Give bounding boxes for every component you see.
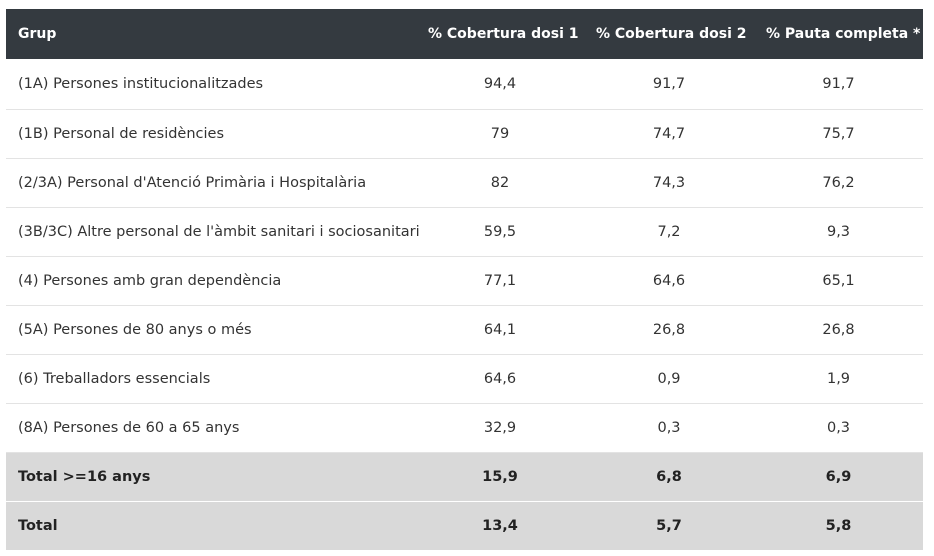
cell-full: 0,3: [826, 419, 851, 436]
cell-dose1: 94,4: [483, 75, 517, 92]
cell-group: (6) Treballadors essencials: [18, 370, 211, 387]
cell-full: 1,9: [826, 370, 851, 387]
cell-dose1: 79: [490, 125, 510, 142]
cell-full: 76,2: [822, 174, 855, 191]
cell-dose2: 0,3: [657, 419, 681, 436]
coverage-table-container: Grup % Cobertura dosi 1 % Cobertura dosi…: [6, 9, 923, 551]
cell-full: 65,1: [822, 272, 855, 289]
cell-group: (3B/3C) Altre personal de l'àmbit sanita…: [18, 223, 420, 240]
total-dose1: 15,9: [482, 468, 518, 485]
cell-group: (4) Persones amb gran dependència: [18, 272, 282, 289]
cell-full: 75,7: [822, 125, 855, 142]
header-group: Grup: [18, 26, 57, 42]
cell-dose2: 7,2: [657, 223, 681, 240]
total-label: Total: [18, 517, 58, 534]
total-dose2: 5,7: [656, 517, 682, 534]
total-dose1: 13,4: [482, 517, 518, 534]
cell-dose2: 0,9: [657, 370, 681, 387]
cell-group: (1B) Personal de residències: [18, 125, 225, 142]
cell-dose1: 64,1: [483, 321, 517, 338]
table-row: (3B/3C) Altre personal de l'àmbit sanita…: [6, 207, 923, 256]
cell-dose2: 74,3: [652, 174, 686, 191]
cell-dose1: 64,6: [483, 370, 517, 387]
cell-full: 26,8: [822, 321, 855, 338]
cell-full: 9,3: [826, 223, 851, 240]
header-row: Grup % Cobertura dosi 1 % Cobertura dosi…: [6, 9, 923, 59]
header-dose1-coverage: % Cobertura dosi 1: [428, 26, 579, 42]
cell-dose2: 26,8: [652, 321, 686, 338]
total-label: Total >=16 anys: [18, 468, 151, 485]
table-row: (5A) Persones de 80 anys o més 64,1 26,8…: [6, 305, 923, 354]
coverage-table: Grup % Cobertura dosi 1 % Cobertura dosi…: [6, 9, 923, 551]
total-row-all: Total 13,4 5,7 5,8: [6, 501, 923, 550]
cell-group: (1A) Persones institucionalitzades: [18, 75, 264, 92]
cell-dose1: 59,5: [483, 223, 517, 240]
header-dose2-coverage: % Cobertura dosi 2: [596, 26, 747, 42]
cell-group: (5A) Persones de 80 anys o més: [18, 321, 252, 338]
table-body: (1A) Persones institucionalitzades 94,4 …: [6, 59, 923, 550]
cell-group: (2/3A) Personal d'Atenció Primària i Hos…: [18, 174, 367, 191]
cell-dose1: 77,1: [483, 272, 517, 289]
table-row: (1A) Persones institucionalitzades 94,4 …: [6, 59, 923, 109]
table-row: (6) Treballadors essencials 64,6 0,9 1,9: [6, 354, 923, 403]
table-row: (4) Persones amb gran dependència 77,1 6…: [6, 256, 923, 305]
cell-dose2: 91,7: [652, 75, 686, 92]
table-row: (1B) Personal de residències 79 74,7 75,…: [6, 109, 923, 158]
total-dose2: 6,8: [656, 468, 682, 485]
cell-group: (8A) Persones de 60 a 65 anys: [18, 419, 240, 436]
cell-dose2: 64,6: [652, 272, 686, 289]
table-row: (2/3A) Personal d'Atenció Primària i Hos…: [6, 158, 923, 207]
cell-dose1: 32,9: [483, 419, 517, 436]
table-row: (8A) Persones de 60 a 65 anys 32,9 0,3 0…: [6, 403, 923, 452]
total-row-16plus: Total >=16 anys 15,9 6,8 6,9: [6, 452, 923, 501]
header-full-schedule: % Pauta completa *: [766, 26, 921, 42]
cell-dose1: 82: [490, 174, 510, 191]
cell-full: 91,7: [822, 75, 855, 92]
table-header: Grup % Cobertura dosi 1 % Cobertura dosi…: [6, 9, 923, 59]
total-full: 5,8: [825, 517, 852, 534]
cell-dose2: 74,7: [652, 125, 686, 142]
total-full: 6,9: [825, 468, 852, 485]
